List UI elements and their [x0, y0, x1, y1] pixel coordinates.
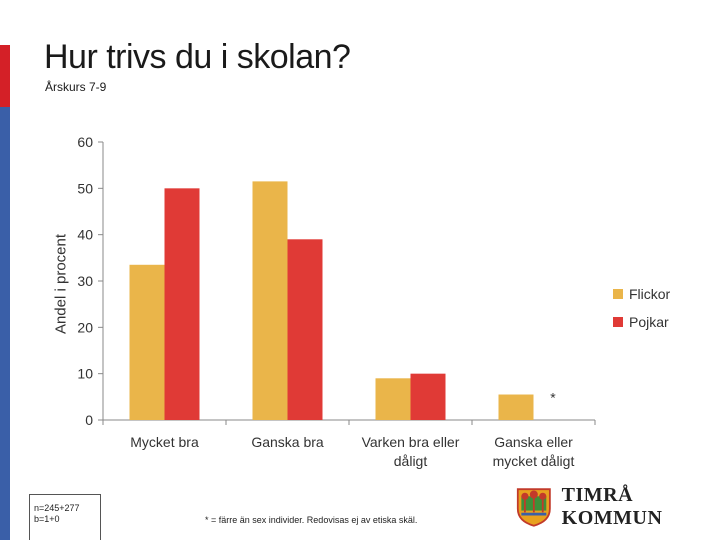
category-label: mycket dåligt	[493, 453, 575, 469]
bar-pojkar-0	[164, 188, 200, 420]
logo-text: TIMRÅ KOMMUN	[561, 484, 663, 529]
logo: TIMRÅ KOMMUN	[516, 484, 720, 530]
legend-item-pojkar: Pojkar	[613, 308, 670, 336]
sample-size-line-2: b=1+0	[34, 514, 60, 524]
bar-flickor-0	[129, 264, 165, 420]
annotation-asterisk: *	[550, 390, 556, 406]
bar-flickor-3	[498, 394, 534, 420]
category-label: Mycket bra	[130, 434, 199, 450]
accent-bar-blue	[0, 107, 10, 540]
category-label: Ganska eller	[494, 434, 573, 450]
category-label: Varken bra eller	[362, 434, 460, 450]
y-tick-label: 20	[77, 319, 93, 335]
legend-swatch-flickor	[613, 289, 623, 299]
y-tick-label: 30	[77, 273, 93, 289]
page-title: Hur trivs du i skolan?	[44, 38, 351, 76]
sample-size-note: n=245+277 b=1+0	[29, 494, 101, 540]
category-label: dåligt	[394, 453, 428, 469]
timra-coat-of-arms-icon	[516, 488, 551, 527]
y-tick-label: 60	[77, 134, 93, 150]
legend-item-flickor: Flickor	[613, 280, 670, 308]
legend-label-pojkar: Pojkar	[629, 314, 669, 330]
page-subtitle: Årskurs 7-9	[45, 80, 107, 94]
sample-size-line-1: n=245+277	[34, 503, 80, 513]
bar-pojkar-2	[410, 373, 446, 420]
legend-label-flickor: Flickor	[629, 286, 671, 302]
footnote: * = färre än sex individer. Redovisas ej…	[205, 515, 418, 525]
legend-swatch-pojkar	[613, 317, 623, 327]
y-tick-label: 0	[85, 412, 93, 428]
chart-legend: Flickor Pojkar	[613, 280, 670, 336]
bar-flickor-2	[375, 378, 411, 420]
category-label: Ganska bra	[251, 434, 324, 450]
y-tick-label: 10	[77, 366, 93, 382]
y-tick-label: 50	[77, 180, 93, 196]
y-tick-label: 40	[77, 227, 93, 243]
bar-flickor-1	[252, 181, 288, 420]
accent-bar-red	[0, 45, 10, 107]
bar-pojkar-1	[287, 239, 323, 420]
